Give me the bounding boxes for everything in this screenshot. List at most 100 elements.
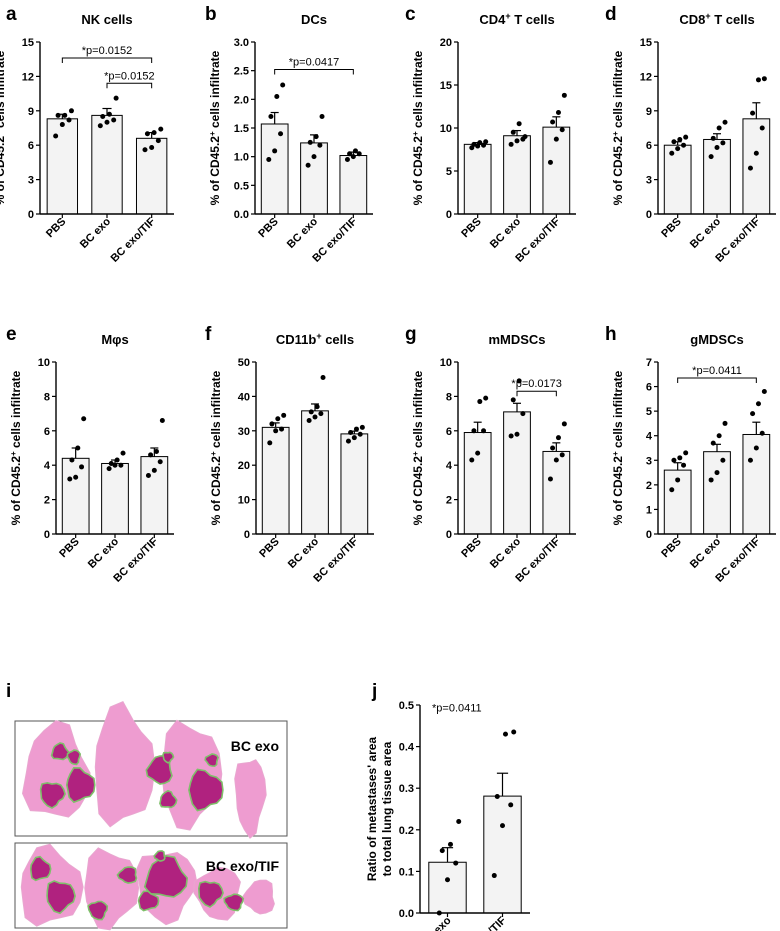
data-point [273,428,279,434]
y-tick-label: 20 [440,37,452,49]
bar [300,142,328,215]
bar [742,118,771,215]
panel-title: gMDSCs [690,332,743,347]
data-point [318,411,324,417]
data-point [151,467,157,473]
data-point [352,148,358,154]
data-point [75,445,81,451]
y-tick-label: 10 [440,357,452,369]
data-point [272,148,278,154]
y-tick-label: 50 [238,357,250,369]
bar [301,410,329,535]
data-point [469,457,475,463]
significance-bracket [516,390,557,397]
image-label: BC exo/TIF [206,858,280,874]
data-point [306,417,312,423]
y-tick-label: 2.5 [234,66,249,78]
data-point [314,404,320,410]
y-tick-label: 0 [446,209,452,221]
y-tick-label: 0.3 [399,783,414,795]
panel-title: Mφs [101,332,128,347]
data-point [266,157,272,163]
data-point [714,144,720,150]
histology-image: BC exo [14,700,288,839]
bar [463,143,492,215]
y-tick-label: 30 [238,426,250,438]
data-point [313,134,319,140]
data-point [344,157,350,163]
data-point [483,395,489,401]
data-point [510,397,516,403]
data-point [111,117,117,123]
panel-letter: i [6,681,11,702]
data-point [716,433,722,439]
y-tick-label: 9 [646,106,652,118]
data-point [559,127,565,133]
data-point [269,421,275,427]
bar [340,433,369,535]
data-point [477,399,483,405]
data-point [104,119,110,125]
y-tick-label: 10 [440,123,452,135]
data-point [73,474,79,480]
bar [703,138,731,215]
bar [663,144,692,215]
data-point [148,452,154,458]
data-point [671,457,677,463]
data-point [750,110,756,116]
y-tick-label: 2 [646,480,652,492]
data-point [500,823,505,829]
data-point [350,154,356,160]
y-tick-label: 1.5 [234,123,249,135]
y-tick-label: 0.2 [399,825,414,837]
data-point [348,430,354,436]
tumor-region [137,890,160,912]
x-tick-label: BC exo/TIF [109,215,158,264]
panel-letter: a [6,4,17,25]
p-value-label: *p=0.0152 [82,45,132,57]
data-point [547,159,553,165]
panel-title: DCs [301,12,327,27]
y-tick-label: 0.1 [399,866,414,878]
y-tick-label: 0 [28,209,34,221]
data-point [677,455,683,461]
panel-letter: h [605,324,617,345]
data-point [357,431,363,437]
y-tick-label: 3 [28,175,34,187]
panel-letter: j [371,681,377,702]
data-point [561,92,567,98]
data-point [755,401,761,407]
y-tick-label: 10 [38,357,50,369]
y-tick-label: 8 [44,391,50,403]
panel-title: NK cells [81,12,132,27]
data-point [508,433,514,439]
y-tick-label: 0 [244,529,250,541]
tumor-region [153,850,166,862]
data-point [514,431,520,437]
y-tick-label: 6 [646,382,652,394]
y-tick-label: 0.5 [234,180,249,192]
panel-letter: g [405,324,417,345]
x-tick-label: PBS [459,216,483,240]
data-point [710,440,716,446]
data-point [669,150,675,156]
p-value-label: *p=0.0173 [511,378,561,390]
y-tick-label: 12 [640,71,652,83]
panel-title: CD4+ T cells [479,11,554,27]
data-point [145,473,151,479]
x-tick-label: BC exo [418,914,453,931]
data-point [759,125,765,131]
data-point [68,108,74,114]
histology-image: BC exo/TIF [14,842,288,931]
data-point [708,477,714,483]
bar [483,795,522,914]
data-point [308,409,314,415]
data-point [307,139,313,145]
data-point [142,147,148,153]
data-point [67,476,73,482]
data-point [753,445,759,451]
data-point [559,452,565,458]
